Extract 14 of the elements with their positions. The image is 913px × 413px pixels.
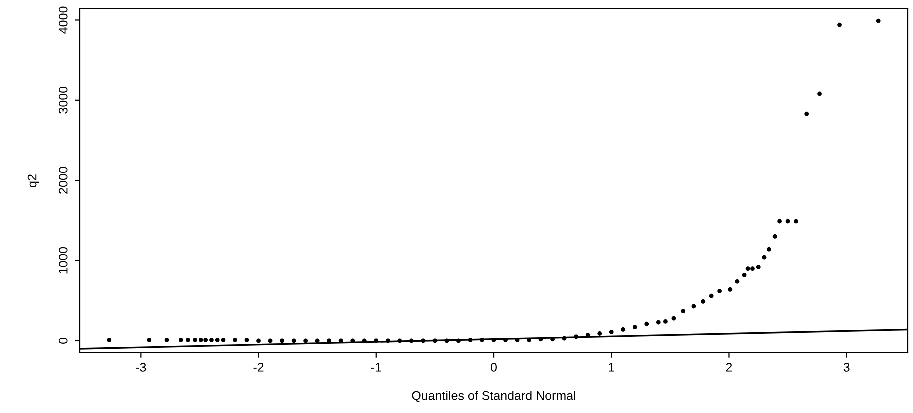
y-tick-label: 1000 <box>58 247 68 274</box>
x-tick-label: -1 <box>371 363 382 372</box>
y-tick-label: 0 <box>58 338 68 344</box>
x-tick-label: -3 <box>136 363 146 372</box>
x-tick-label: 1 <box>609 363 614 372</box>
y-tick-label: 3000 <box>58 86 68 114</box>
y-axis-title: q2 <box>28 174 40 188</box>
x-tick-label: 3 <box>844 363 850 372</box>
x-axis-title: Quantiles of Standard Normal <box>412 391 576 402</box>
x-tick-label: -2 <box>254 363 264 372</box>
x-tick-label: 2 <box>726 363 732 372</box>
y-tick-label: 2000 <box>58 167 68 194</box>
x-tick-label: 0 <box>491 363 497 372</box>
y-tick-label: 4000 <box>58 6 68 34</box>
